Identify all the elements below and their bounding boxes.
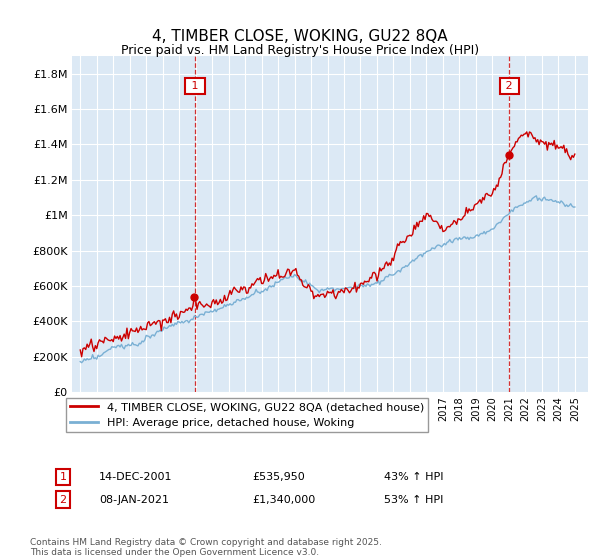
Text: 14-DEC-2001: 14-DEC-2001: [99, 472, 173, 482]
Text: Price paid vs. HM Land Registry's House Price Index (HPI): Price paid vs. HM Land Registry's House …: [121, 44, 479, 57]
Text: 2: 2: [59, 494, 67, 505]
Text: £535,950: £535,950: [252, 472, 305, 482]
Text: 53% ↑ HPI: 53% ↑ HPI: [384, 494, 443, 505]
Text: 1: 1: [59, 472, 67, 482]
Text: £1,340,000: £1,340,000: [252, 494, 315, 505]
Text: 08-JAN-2021: 08-JAN-2021: [99, 494, 169, 505]
Text: 43% ↑ HPI: 43% ↑ HPI: [384, 472, 443, 482]
Text: 1: 1: [188, 81, 202, 91]
Text: 4, TIMBER CLOSE, WOKING, GU22 8QA: 4, TIMBER CLOSE, WOKING, GU22 8QA: [152, 29, 448, 44]
Text: Contains HM Land Registry data © Crown copyright and database right 2025.
This d: Contains HM Land Registry data © Crown c…: [30, 538, 382, 557]
Legend: 4, TIMBER CLOSE, WOKING, GU22 8QA (detached house), HPI: Average price, detached: 4, TIMBER CLOSE, WOKING, GU22 8QA (detac…: [65, 398, 428, 432]
Text: 2: 2: [502, 81, 517, 91]
